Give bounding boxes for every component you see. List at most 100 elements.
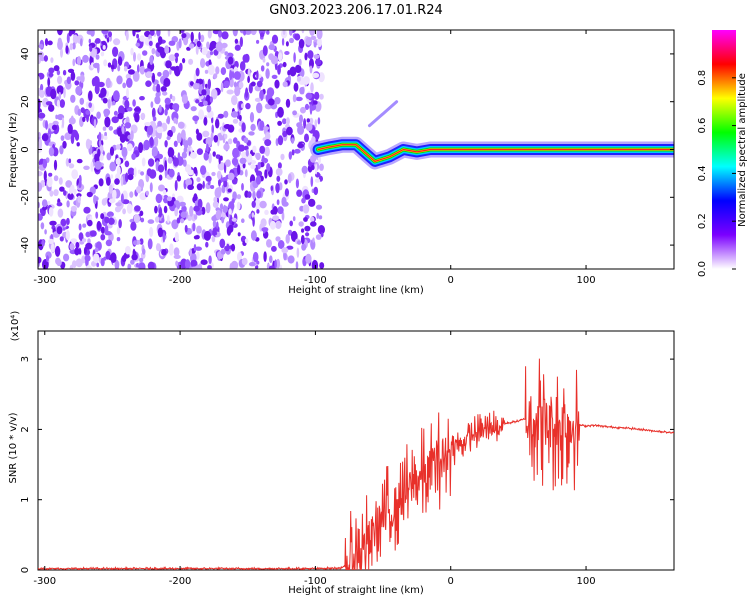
heatmap-noise-cell bbox=[211, 215, 218, 222]
heatmap-noise-cell bbox=[196, 40, 202, 48]
heatmap-noise-cell bbox=[233, 81, 237, 88]
heatmap-noise-cell bbox=[210, 185, 215, 189]
heatmap-noise-cell bbox=[157, 153, 163, 160]
heatmap-noise-cell bbox=[220, 82, 224, 93]
heatmap-noise-cell bbox=[309, 103, 313, 115]
heatmap-noise-cell bbox=[310, 221, 317, 227]
heatmap-noise-cell bbox=[113, 110, 118, 116]
heatmap-noise-cell bbox=[134, 112, 140, 123]
heatmap-noise-cell bbox=[153, 136, 159, 147]
heatmap-noise-cell bbox=[155, 193, 163, 204]
heatmap-noise-cell bbox=[83, 206, 91, 214]
heatmap-noise-cell bbox=[195, 246, 202, 251]
heatmap-noise-cell bbox=[195, 67, 200, 77]
heatmap-noise-cell bbox=[188, 58, 194, 65]
heatmap-noise-cell bbox=[193, 214, 198, 220]
heatmap-noise-cell bbox=[231, 95, 238, 106]
heatmap-noise-cell bbox=[256, 70, 259, 80]
heatmap-noise-cell bbox=[155, 243, 162, 252]
heatmap-noise-cell bbox=[38, 43, 44, 49]
heatmap-noise-cell bbox=[152, 116, 157, 122]
heatmap-noise-cell bbox=[62, 69, 67, 76]
heatmap-noise-cell bbox=[173, 247, 180, 257]
heatmap-noise-cell bbox=[205, 241, 209, 248]
heatmap-noise-cell bbox=[168, 54, 176, 62]
heatmap-noise-cell bbox=[215, 41, 223, 52]
heatmap-noise-cell bbox=[151, 150, 156, 157]
heatmap-noise-cell bbox=[304, 103, 310, 110]
y-tick-label: 0 bbox=[20, 146, 31, 152]
heatmap-noise-cell bbox=[296, 122, 303, 128]
heatmap-noise-cell bbox=[310, 35, 317, 41]
heatmap-noise-cell bbox=[304, 52, 308, 61]
heatmap-noise-cell bbox=[157, 164, 165, 173]
heatmap-noise-cell bbox=[275, 182, 280, 194]
heatmap-noise-cell bbox=[301, 86, 305, 95]
heatmap-noise-cell bbox=[211, 124, 214, 135]
heatmap-noise-cell bbox=[67, 123, 73, 135]
heatmap-noise-cell bbox=[281, 196, 287, 207]
heatmap-noise-cell bbox=[154, 95, 161, 105]
heatmap-noise-cell bbox=[163, 205, 168, 214]
heatmap-noise-cell bbox=[181, 33, 187, 39]
heatmap-noise-cell bbox=[313, 42, 317, 48]
heatmap-noise-cell bbox=[286, 126, 293, 136]
heatmap-noise-cell bbox=[72, 42, 76, 50]
heatmap-noise-cell bbox=[174, 180, 178, 191]
heatmap-noise-cell bbox=[38, 182, 43, 192]
heatmap-noise-cell bbox=[276, 258, 281, 269]
heatmap-noise-cell bbox=[305, 36, 312, 46]
heatmap-noise-cell bbox=[266, 239, 272, 248]
heatmap-noise-cell bbox=[176, 217, 181, 224]
heatmap-noise-cell bbox=[247, 75, 251, 84]
heatmap-noise-cell bbox=[74, 80, 80, 86]
heatmap-noise-cell bbox=[263, 251, 267, 262]
heatmap-noise-cell bbox=[100, 234, 106, 241]
heatmap-noise-cell bbox=[287, 173, 292, 184]
heatmap-noise-cell bbox=[282, 118, 287, 125]
heatmap-noise-cell bbox=[274, 79, 280, 89]
heatmap-noise-cell bbox=[298, 221, 304, 227]
heatmap-noise-cell bbox=[250, 164, 256, 170]
heatmap-noise-cell bbox=[181, 205, 187, 213]
heatmap-noise-cell bbox=[98, 93, 105, 98]
heatmap-noise-cell bbox=[160, 86, 167, 92]
heatmap-noise-cell bbox=[178, 38, 182, 49]
heatmap-noise-cell bbox=[233, 71, 241, 80]
heatmap-noise-cell bbox=[314, 91, 320, 100]
x-tick-label: -200 bbox=[169, 275, 192, 286]
heatmap-noise-cell bbox=[206, 143, 209, 153]
heatmap-noise-cell bbox=[126, 77, 133, 88]
heatmap-noise-cell bbox=[70, 71, 76, 81]
heatmap-noise-cell bbox=[233, 137, 238, 144]
heatmap-noise-cell bbox=[48, 104, 55, 112]
heatmap-noise-cell bbox=[42, 158, 48, 169]
heatmap-noise-cell bbox=[174, 231, 179, 242]
heatmap-noise-cell bbox=[97, 148, 101, 158]
heatmap-noise-cell bbox=[82, 116, 86, 123]
heatmap-noise-cell bbox=[264, 209, 269, 215]
heatmap-noise-cell bbox=[187, 137, 193, 146]
heatmap-noise-cell bbox=[43, 170, 47, 182]
y-tick-label: 3 bbox=[20, 356, 31, 362]
heatmap-noise-cell bbox=[244, 53, 250, 63]
heatmap-noise-cell bbox=[294, 64, 302, 74]
heatmap-noise-cell bbox=[284, 51, 290, 55]
heatmap-noise-cell bbox=[314, 178, 321, 183]
heatmap-noise-cell bbox=[124, 160, 130, 168]
heatmap-noise-cell bbox=[208, 153, 212, 164]
heatmap-noise-cell bbox=[64, 132, 72, 141]
heatmap-noise-cell bbox=[41, 239, 45, 247]
heatmap-noise-cell bbox=[78, 232, 84, 241]
heatmap-noise-cell bbox=[59, 236, 64, 242]
heatmap-noise-cell bbox=[217, 113, 224, 119]
heatmap-noise-cell bbox=[176, 175, 182, 182]
heatmap-noise-cell bbox=[265, 68, 270, 79]
heatmap-noise-cell bbox=[89, 45, 93, 52]
heatmap-noise-cell bbox=[223, 80, 230, 89]
heatmap-noise-cell bbox=[261, 227, 269, 232]
heatmap-noise-cell bbox=[156, 126, 164, 134]
heatmap-noise-cell bbox=[163, 77, 171, 87]
heatmap-noise-cell bbox=[243, 137, 249, 144]
